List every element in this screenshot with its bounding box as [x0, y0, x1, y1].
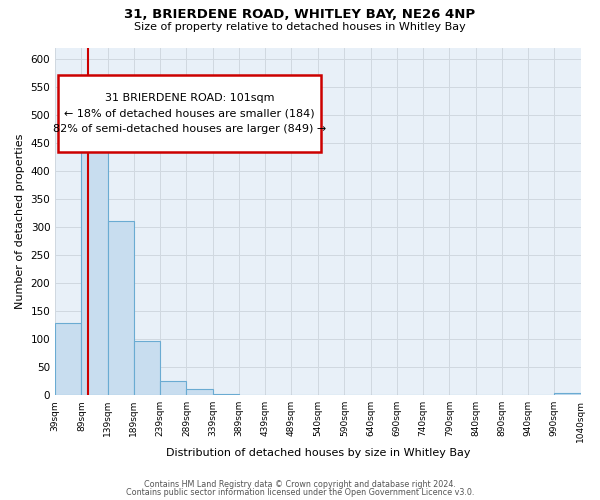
- Bar: [212, 394, 239, 395]
- Text: Contains HM Land Registry data © Crown copyright and database right 2024.: Contains HM Land Registry data © Crown c…: [144, 480, 456, 489]
- Bar: [134, 342, 160, 395]
- Bar: [107, 220, 134, 395]
- X-axis label: Distribution of detached houses by size in Whitley Bay: Distribution of detached houses by size …: [166, 448, 470, 458]
- Bar: [82, 132, 107, 395]
- Bar: [187, 390, 212, 395]
- Bar: [239, 394, 265, 395]
- Text: Contains public sector information licensed under the Open Government Licence v3: Contains public sector information licen…: [126, 488, 474, 497]
- Bar: [292, 394, 318, 395]
- Bar: [55, 324, 82, 395]
- Y-axis label: Number of detached properties: Number of detached properties: [15, 134, 25, 309]
- Bar: [160, 380, 187, 395]
- Text: Size of property relative to detached houses in Whitley Bay: Size of property relative to detached ho…: [134, 22, 466, 32]
- Text: 31 BRIERDENE ROAD: 101sqm
← 18% of detached houses are smaller (184)
82% of semi: 31 BRIERDENE ROAD: 101sqm ← 18% of detac…: [53, 93, 326, 134]
- Text: 31, BRIERDENE ROAD, WHITLEY BAY, NE26 4NP: 31, BRIERDENE ROAD, WHITLEY BAY, NE26 4N…: [124, 8, 476, 20]
- Bar: [554, 394, 581, 395]
